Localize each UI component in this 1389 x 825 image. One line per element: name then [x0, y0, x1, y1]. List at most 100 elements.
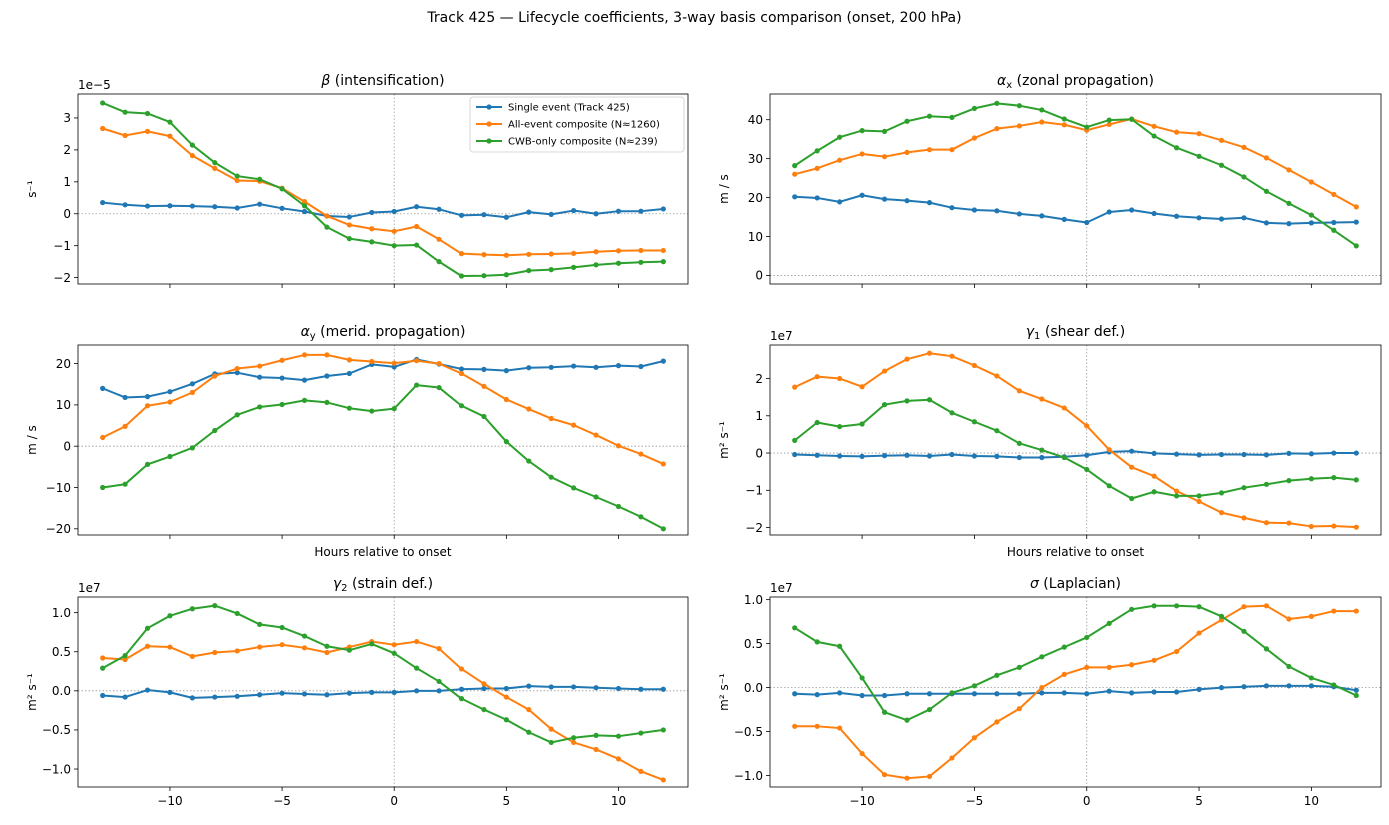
data-point	[1106, 121, 1112, 127]
data-point	[100, 199, 106, 206]
panel-title: αx (zonal propagation)	[997, 73, 1154, 91]
data-point	[1263, 188, 1270, 194]
data-point	[1196, 498, 1202, 505]
data-point	[881, 402, 888, 408]
y-tick-label: 2	[755, 372, 763, 386]
axes-frame	[77, 344, 689, 536]
data-point	[881, 154, 888, 160]
series-line	[102, 353, 664, 465]
series-line	[102, 604, 664, 744]
data-point	[994, 453, 1000, 459]
axes-frame	[769, 93, 1382, 285]
data-point	[994, 691, 1000, 697]
data-point	[436, 236, 442, 242]
data-point	[926, 147, 933, 153]
panel-title: γ1 (shear def.)	[1026, 324, 1125, 342]
x-tick-label: 0	[1083, 794, 1091, 808]
data-point	[346, 214, 352, 220]
data-point	[949, 451, 955, 458]
data-point	[1084, 634, 1090, 641]
legend-label: Single event (Track 425)	[508, 103, 630, 114]
data-point	[1084, 452, 1090, 458]
data-point	[859, 421, 865, 427]
series-2	[100, 125, 666, 258]
data-point	[1061, 122, 1067, 128]
y-tick-label: 1	[63, 175, 71, 189]
x-axis-label: Hours relative to onset	[1007, 545, 1144, 559]
data-point	[1106, 483, 1112, 489]
data-point	[346, 236, 352, 242]
data-point	[234, 205, 240, 211]
data-point	[1263, 683, 1270, 689]
panel-5: −10 −5 0 5 10 −1.0 −0.5 0.0 0.5 1.0 γ2 (strain def…	[25, 576, 689, 808]
data-point	[859, 750, 865, 757]
data-point	[257, 201, 263, 207]
data-point	[234, 370, 240, 376]
series-1	[792, 448, 1359, 461]
data-point	[1084, 124, 1090, 130]
data-point	[837, 453, 843, 459]
data-point	[1286, 167, 1292, 173]
panel-3: −20 −10 0 10 20 αy (merid. propagation) m / s H…	[25, 324, 689, 559]
data-point	[1129, 116, 1135, 122]
data-point	[593, 211, 599, 217]
series-line	[794, 352, 1357, 529]
data-point	[1173, 488, 1180, 494]
data-point	[189, 203, 195, 209]
y-axis-label: m² s⁻¹	[25, 673, 39, 711]
data-point	[234, 177, 240, 184]
data-point	[301, 208, 308, 215]
data-point	[1129, 690, 1135, 696]
data-point	[904, 149, 910, 155]
data-point	[1106, 620, 1112, 626]
series-3	[100, 603, 666, 746]
data-point	[144, 203, 151, 209]
data-point	[1218, 613, 1225, 619]
data-point	[971, 135, 978, 141]
data-point	[436, 259, 442, 265]
y-tick-label: 40	[748, 113, 763, 127]
y-tick-label: 2	[63, 143, 71, 157]
data-point	[167, 689, 173, 695]
data-point	[571, 739, 577, 746]
data-point	[1196, 630, 1202, 636]
data-point	[369, 358, 375, 365]
data-point	[1039, 654, 1045, 660]
data-point	[414, 223, 420, 230]
data-point	[593, 262, 599, 268]
data-point	[391, 689, 397, 695]
data-point	[1196, 493, 1202, 499]
data-point	[257, 644, 263, 650]
series-line	[794, 102, 1357, 247]
y-tick-label: 10	[56, 398, 71, 412]
data-point	[1286, 221, 1292, 227]
data-point	[1353, 450, 1359, 456]
data-point	[100, 665, 106, 671]
data-point	[167, 399, 173, 405]
data-point	[503, 272, 509, 278]
data-point	[1129, 495, 1135, 502]
data-point	[234, 412, 240, 418]
data-point	[994, 672, 1000, 678]
data-point	[1061, 690, 1067, 696]
series-line	[102, 685, 664, 699]
data-point	[1173, 213, 1180, 219]
data-point	[1061, 671, 1067, 678]
data-point	[212, 373, 218, 379]
y-tick-label: −0.5	[734, 725, 763, 739]
x-tick-label: 5	[503, 794, 511, 808]
data-point	[660, 526, 666, 532]
data-point	[212, 204, 218, 210]
data-point	[1308, 220, 1314, 226]
data-point	[100, 655, 106, 661]
data-point	[1308, 212, 1314, 218]
data-point	[638, 730, 644, 736]
y-tick-label: 1.0	[744, 593, 763, 607]
data-point	[837, 134, 843, 140]
legend-entry-2: All-event composite (N≈1260)	[476, 120, 660, 131]
data-point	[615, 685, 622, 692]
y-tick-label: 0	[755, 446, 763, 460]
data-point	[1084, 691, 1090, 697]
data-point	[660, 686, 666, 692]
